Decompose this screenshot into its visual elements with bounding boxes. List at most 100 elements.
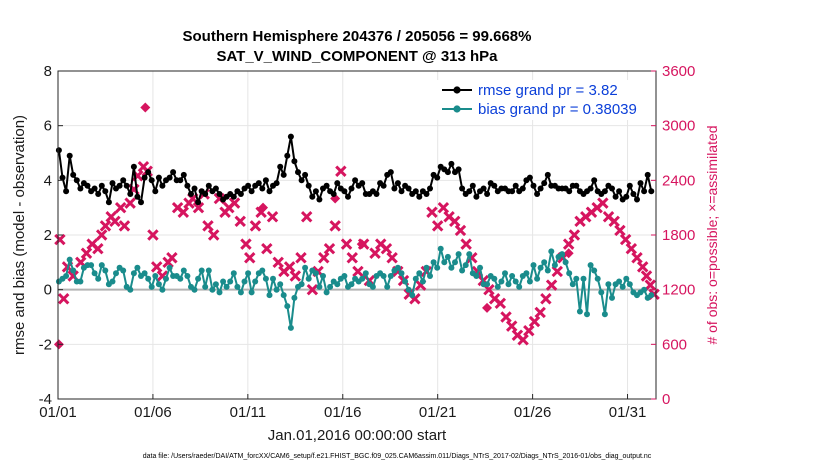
- rmse-point: [130, 163, 137, 170]
- obs-assimilated-x: [272, 256, 284, 269]
- obs-assimilated-x: [57, 293, 70, 305]
- rmse-point: [509, 188, 516, 195]
- obs-assimilated-x: [306, 283, 319, 296]
- obs-assimilated-x: [192, 201, 205, 214]
- chart-subtitle: SAT_V_WIND_COMPONENT @ 313 hPa: [216, 48, 498, 65]
- bias-point: [434, 264, 441, 271]
- rmse-point: [152, 188, 159, 195]
- obs-assimilated-marker: [234, 215, 246, 228]
- bias-point: [166, 264, 173, 271]
- bias-point: [477, 264, 483, 271]
- obs-assimilated-marker: [369, 247, 381, 259]
- bias-point: [369, 283, 376, 290]
- chart-title: Southern Hemisphere 204376 / 205056 = 99…: [183, 28, 532, 45]
- obs-assimilated-x: [283, 261, 296, 273]
- bias-point: [205, 267, 212, 274]
- rmse-point: [98, 182, 105, 189]
- bias-point: [494, 283, 501, 290]
- bias-point: [184, 273, 191, 279]
- bias-point: [191, 286, 198, 293]
- y2-tick-label: 1200: [662, 282, 695, 299]
- obs-assimilated-x: [244, 252, 256, 264]
- obs-assimilated-marker: [500, 311, 512, 323]
- rmse-point: [423, 191, 430, 197]
- bias-point: [130, 270, 137, 277]
- bias-point: [302, 264, 309, 271]
- rmse-point: [391, 185, 398, 192]
- bias-point: [427, 273, 433, 279]
- x-tick-label: 01/21: [419, 404, 457, 421]
- bias-point: [387, 273, 394, 279]
- obs-assimilated-x: [109, 215, 121, 228]
- rmse-point: [116, 182, 123, 189]
- y-tick-label: 8: [44, 63, 52, 80]
- bias-point: [359, 275, 366, 282]
- obs-assimilated-marker: [323, 242, 336, 255]
- bias-point: [380, 273, 387, 279]
- obs-assimilated-x: [494, 297, 507, 310]
- rmse-point: [305, 182, 312, 189]
- rmse-point: [216, 191, 223, 197]
- obs-assimilated-x: [114, 201, 127, 214]
- obs-assimilated-x: [523, 324, 535, 337]
- y2-tick-label: 3600: [662, 63, 695, 80]
- bias-point: [587, 262, 594, 269]
- bias-point: [419, 278, 426, 285]
- obs-assimilated-marker: [95, 229, 108, 241]
- bias-point: [316, 283, 323, 290]
- rmse-point: [412, 188, 419, 195]
- obs-assimilated-x: [631, 252, 643, 264]
- rmse-point: [484, 191, 491, 197]
- rmse-point: [291, 158, 298, 165]
- rmse-point: [205, 182, 212, 189]
- bias-point: [462, 262, 469, 269]
- rmse-point: [434, 174, 441, 181]
- bias-point: [619, 283, 626, 290]
- bias-point: [305, 275, 312, 282]
- rmse-point: [473, 193, 480, 200]
- rmse-point: [630, 191, 637, 197]
- bias-point: [516, 283, 523, 290]
- bias-point: [327, 283, 334, 290]
- obs-assimilated-x: [551, 265, 564, 278]
- rmse-point: [255, 180, 262, 187]
- bias-point: [594, 275, 601, 282]
- bias-point: [91, 270, 98, 277]
- obs-assimilated-marker: [426, 206, 438, 218]
- bias-point: [252, 278, 259, 285]
- x-tick-label: 01/16: [324, 404, 362, 421]
- y2-tick-layer: 0 600 1200 1800 2400 3000 3600: [651, 63, 695, 408]
- obs-assimilated-marker: [346, 252, 358, 264]
- x-tick-label: 01/11: [230, 404, 266, 421]
- rmse-point: [266, 188, 273, 195]
- obs-assimilated-x: [460, 238, 472, 250]
- bias-point: [66, 256, 73, 263]
- obs-assimilated-x: [540, 293, 552, 305]
- bias-point: [155, 281, 162, 288]
- obs-assimilated-x: [380, 242, 393, 255]
- rmse-point: [519, 185, 526, 192]
- bias-point: [227, 278, 234, 285]
- obs-assimilated-marker: [318, 252, 330, 264]
- obs-assimilated-marker: [437, 201, 450, 214]
- obs-assimilated-x: [202, 220, 214, 232]
- obs-possible-marker: [482, 302, 493, 313]
- rmse-point: [591, 177, 598, 184]
- rmse-point: [309, 193, 316, 200]
- bias-point: [223, 283, 230, 290]
- obs-assimilated-x: [619, 233, 632, 246]
- obs-assimilated-x: [534, 306, 546, 319]
- x-tick-label: 01/01: [39, 404, 77, 421]
- rmse-point: [295, 169, 301, 176]
- rmse-point: [195, 199, 202, 206]
- obs-assimilated-marker: [295, 252, 307, 264]
- rmse-point: [280, 171, 287, 178]
- obs-assimilated-marker: [540, 293, 552, 305]
- rmse-point: [159, 182, 166, 189]
- bias-point: [502, 270, 508, 277]
- rmse-point: [455, 166, 462, 173]
- rmse-point: [202, 191, 209, 197]
- rmse-point: [341, 188, 348, 195]
- rmse-point: [166, 174, 173, 181]
- obs-assimilated-marker: [109, 215, 121, 228]
